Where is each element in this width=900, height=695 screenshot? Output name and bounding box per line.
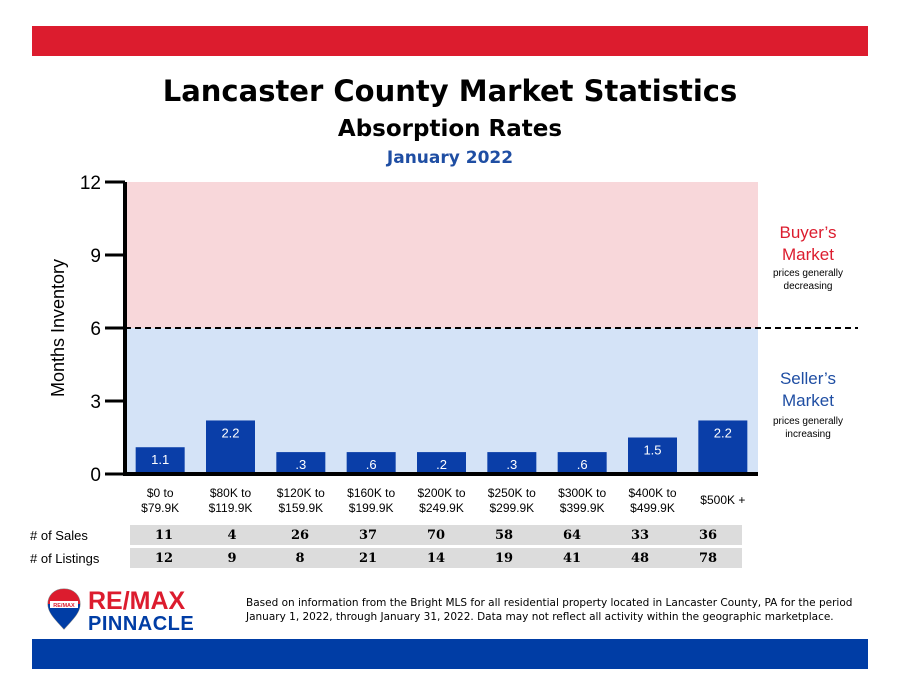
table-cell: 21 (334, 548, 402, 568)
zone-seller-title-1: Seller’s (780, 369, 836, 388)
table-cell: 64 (538, 525, 606, 545)
x-tick-label: $0 to (147, 486, 174, 500)
report-date: January 2022 (386, 148, 514, 168)
bar-data-label: .6 (366, 457, 377, 472)
x-tick-label: $79.9K (141, 501, 179, 515)
table-cell: 8 (266, 548, 334, 568)
bar-data-label: .3 (506, 457, 517, 472)
table-cell: 48 (606, 548, 674, 568)
bottom-color-bar (32, 639, 868, 669)
x-tick-label: $120K to (277, 486, 325, 500)
table-cell: 33 (606, 525, 674, 545)
footnote-line-2: January 1, 2022, through January 31, 202… (246, 611, 834, 623)
balloon-text: RE/MAX (53, 603, 75, 609)
x-tick-label: $119.9K (209, 501, 253, 515)
y-tick-label: 3 (90, 392, 101, 413)
balloon-icon: RE/MAX (47, 588, 81, 630)
bar-data-label: 1.1 (151, 452, 169, 467)
bar-data-label: .6 (577, 457, 588, 472)
table-row-listings: # of Listings 12 9 8 21 14 19 41 48 78 (30, 548, 742, 568)
y-tick-label: 6 (90, 319, 101, 340)
bar (206, 420, 255, 474)
y-tick-label: 12 (80, 173, 101, 194)
bar-data-label: 2.2 (714, 425, 732, 440)
y-tick-label: 9 (90, 246, 101, 267)
x-tick-label: $499.9K (630, 501, 675, 515)
sales-listings-table: # of Sales 11 4 26 37 70 58 64 33 36 # o… (30, 522, 742, 571)
brand-name-line2: PINNACLE (88, 613, 195, 635)
x-tick-label: $80K to (210, 486, 252, 500)
absorption-rate-chart: 1.1 $0 to$79.9K 2.2 $80K to$119.9K .3 $120K t… (48, 173, 858, 515)
bar-data-label: .3 (295, 457, 306, 472)
x-tick-label: $159.9K (278, 501, 323, 515)
x-tick-label: $160K to (347, 486, 395, 500)
x-tick-label: $250K to (488, 486, 536, 500)
bar (276, 452, 326, 474)
bar (628, 437, 677, 474)
zone-buyer-title-2: Market (782, 245, 834, 264)
table-cell: 12 (130, 548, 198, 568)
x-tick-label: $199.9K (349, 501, 394, 515)
page-subtitle: Absorption Rates (337, 116, 563, 142)
remax-pinnacle-logo: RE/MAX RE/MAX PINNACLE (46, 585, 216, 635)
zone-buyer-note-1: prices generally (773, 268, 843, 279)
zone-seller-note-1: prices generally (773, 416, 843, 427)
table-cell: 19 (470, 548, 538, 568)
data-source-footnote: Based on information from the Bright MLS… (246, 596, 866, 624)
bar-data-label: 2.2 (221, 425, 239, 440)
x-tick-label: $249.9K (419, 501, 464, 515)
x-tick-label: $200K to (417, 486, 465, 500)
top-color-bar (32, 26, 868, 56)
bar (487, 452, 537, 474)
table-cell: 14 (402, 548, 470, 568)
y-tick-label: 0 (90, 465, 101, 486)
x-tick-label: $299.9K (489, 501, 534, 515)
table-cell: 37 (334, 525, 402, 545)
row-label-listings: # of Listings (30, 550, 100, 566)
table-cell: 9 (198, 548, 266, 568)
x-tick-label: $400K to (628, 486, 676, 500)
table-cell: 78 (674, 548, 742, 568)
x-tick-label: $500K + (700, 493, 745, 507)
table-cell: 58 (470, 525, 538, 545)
zone-buyer-note-2: decreasing (784, 281, 833, 292)
brand-name-line1: RE/MAX (88, 587, 186, 615)
table-cell: 11 (130, 525, 198, 545)
y-axis-title: Months Inventory (48, 259, 68, 397)
bar (417, 452, 466, 474)
table-cell: 70 (402, 525, 470, 545)
table-cell: 4 (198, 525, 266, 545)
bar-data-label: 1.5 (643, 443, 661, 458)
table-cell: 36 (674, 525, 742, 545)
table-cell: 41 (538, 548, 606, 568)
page-title: Lancaster County Market Statistics (162, 74, 738, 108)
table-row-sales: # of Sales 11 4 26 37 70 58 64 33 36 (30, 525, 742, 545)
bar (135, 447, 185, 474)
table-cell: 26 (266, 525, 334, 545)
bar (346, 452, 396, 474)
buyer-market-zone (125, 182, 758, 328)
bar-data-label: .2 (436, 457, 447, 472)
x-tick-label: $399.9K (560, 501, 605, 515)
row-label-sales: # of Sales (30, 527, 88, 543)
bar (557, 452, 607, 474)
bar (698, 420, 748, 474)
footnote-line-1: Based on information from the Bright MLS… (246, 597, 853, 609)
x-tick-label: $300K to (558, 486, 606, 500)
zone-seller-note-2: increasing (785, 429, 831, 440)
zone-seller-title-2: Market (782, 391, 834, 410)
zone-buyer-title-1: Buyer’s (779, 223, 836, 242)
